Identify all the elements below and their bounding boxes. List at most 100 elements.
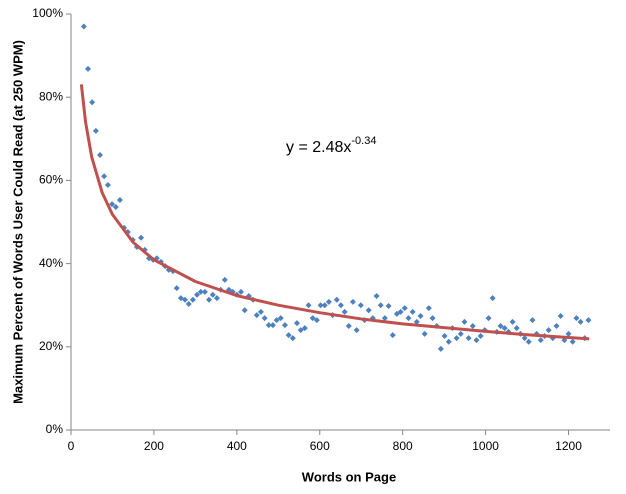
data-point [365, 307, 372, 314]
data-point [261, 315, 268, 322]
data-point [313, 317, 320, 324]
data-point [301, 325, 308, 332]
data-point [273, 317, 280, 324]
data-point [89, 99, 96, 106]
data-point [206, 296, 213, 303]
data-point [237, 288, 244, 295]
data-point [421, 330, 428, 337]
data-point [101, 173, 108, 180]
data-point [465, 335, 472, 342]
data-point [305, 302, 312, 309]
data-point [321, 302, 328, 309]
data-point [97, 152, 104, 159]
data-point [569, 338, 576, 345]
equation: y = 2.48x-0.34 [286, 135, 376, 156]
data-point [577, 318, 584, 325]
data-point [297, 327, 304, 334]
data-point [269, 322, 276, 329]
data-point [545, 327, 552, 334]
y-tick-label: 100% [32, 6, 63, 20]
data-point [317, 302, 324, 309]
data-point [513, 325, 520, 332]
data-point [337, 302, 344, 309]
data-point [257, 308, 264, 315]
data-point [221, 276, 228, 283]
data-point [417, 313, 424, 320]
data-point [405, 315, 412, 322]
data-point [293, 320, 300, 327]
x-tick-label: 400 [227, 439, 247, 453]
data-point [573, 315, 580, 322]
data-point [429, 315, 436, 322]
data-point [333, 296, 340, 303]
data-point [409, 308, 416, 315]
data-point [253, 312, 260, 319]
data-point [501, 325, 508, 332]
equation-exponent: -0.34 [351, 135, 376, 147]
x-tick-label: 800 [393, 439, 413, 453]
y-tick-label: 0% [46, 422, 64, 436]
x-tick-label: 600 [310, 439, 330, 453]
data-point [565, 330, 572, 337]
data-point [401, 305, 408, 312]
data-point [213, 295, 220, 302]
y-tick-label: 60% [39, 173, 63, 187]
data-point [537, 337, 544, 344]
x-tick-label: 1000 [472, 439, 499, 453]
data-point [377, 302, 384, 309]
data-point [521, 335, 528, 342]
data-point [353, 327, 360, 334]
data-point [397, 308, 404, 315]
data-point [80, 23, 87, 30]
data-point [265, 322, 272, 329]
data-point [489, 295, 496, 302]
y-tick-label: 40% [39, 256, 63, 270]
data-point [453, 335, 460, 342]
data-point [425, 305, 432, 312]
data-point [389, 332, 396, 339]
y-tick-label: 80% [39, 89, 63, 103]
data-point [209, 291, 216, 298]
y-tick-label: 20% [39, 339, 63, 353]
data-point [357, 302, 364, 309]
data-point [461, 318, 468, 325]
data-point [457, 330, 464, 337]
data-point [109, 201, 116, 208]
x-tick-label: 1200 [555, 439, 582, 453]
data-point [285, 332, 292, 339]
data-point [201, 288, 208, 295]
data-point [277, 315, 284, 322]
data-point [281, 322, 288, 329]
data-point [197, 288, 204, 295]
x-axis-title: Words on Page [302, 469, 396, 484]
data-point [529, 317, 536, 324]
data-point [182, 296, 189, 303]
data-point [341, 308, 348, 315]
data-point [557, 313, 564, 320]
data-point [241, 307, 248, 314]
data-point [525, 338, 532, 345]
data-point [289, 335, 296, 342]
data-point [497, 323, 504, 329]
data-point [473, 337, 480, 344]
x-tick-label: 0 [68, 439, 75, 453]
data-point [345, 323, 352, 329]
data-point [553, 323, 560, 329]
data-point [116, 196, 123, 203]
data-point [309, 315, 316, 322]
trend-line [79, 84, 590, 341]
data-point [194, 291, 201, 298]
data-point [92, 127, 99, 134]
data-point [185, 300, 192, 307]
x-tick-label: 200 [144, 439, 164, 453]
data-point [385, 303, 392, 310]
data-point [373, 293, 380, 300]
data-point [413, 318, 420, 325]
data-point [189, 296, 196, 303]
data-point [349, 298, 356, 305]
y-axis-title: Maximum Percent of Words User Could Read… [10, 40, 25, 404]
equation-text: y = 2.48x [286, 139, 351, 156]
data-point [585, 317, 592, 324]
data-point [509, 318, 516, 325]
